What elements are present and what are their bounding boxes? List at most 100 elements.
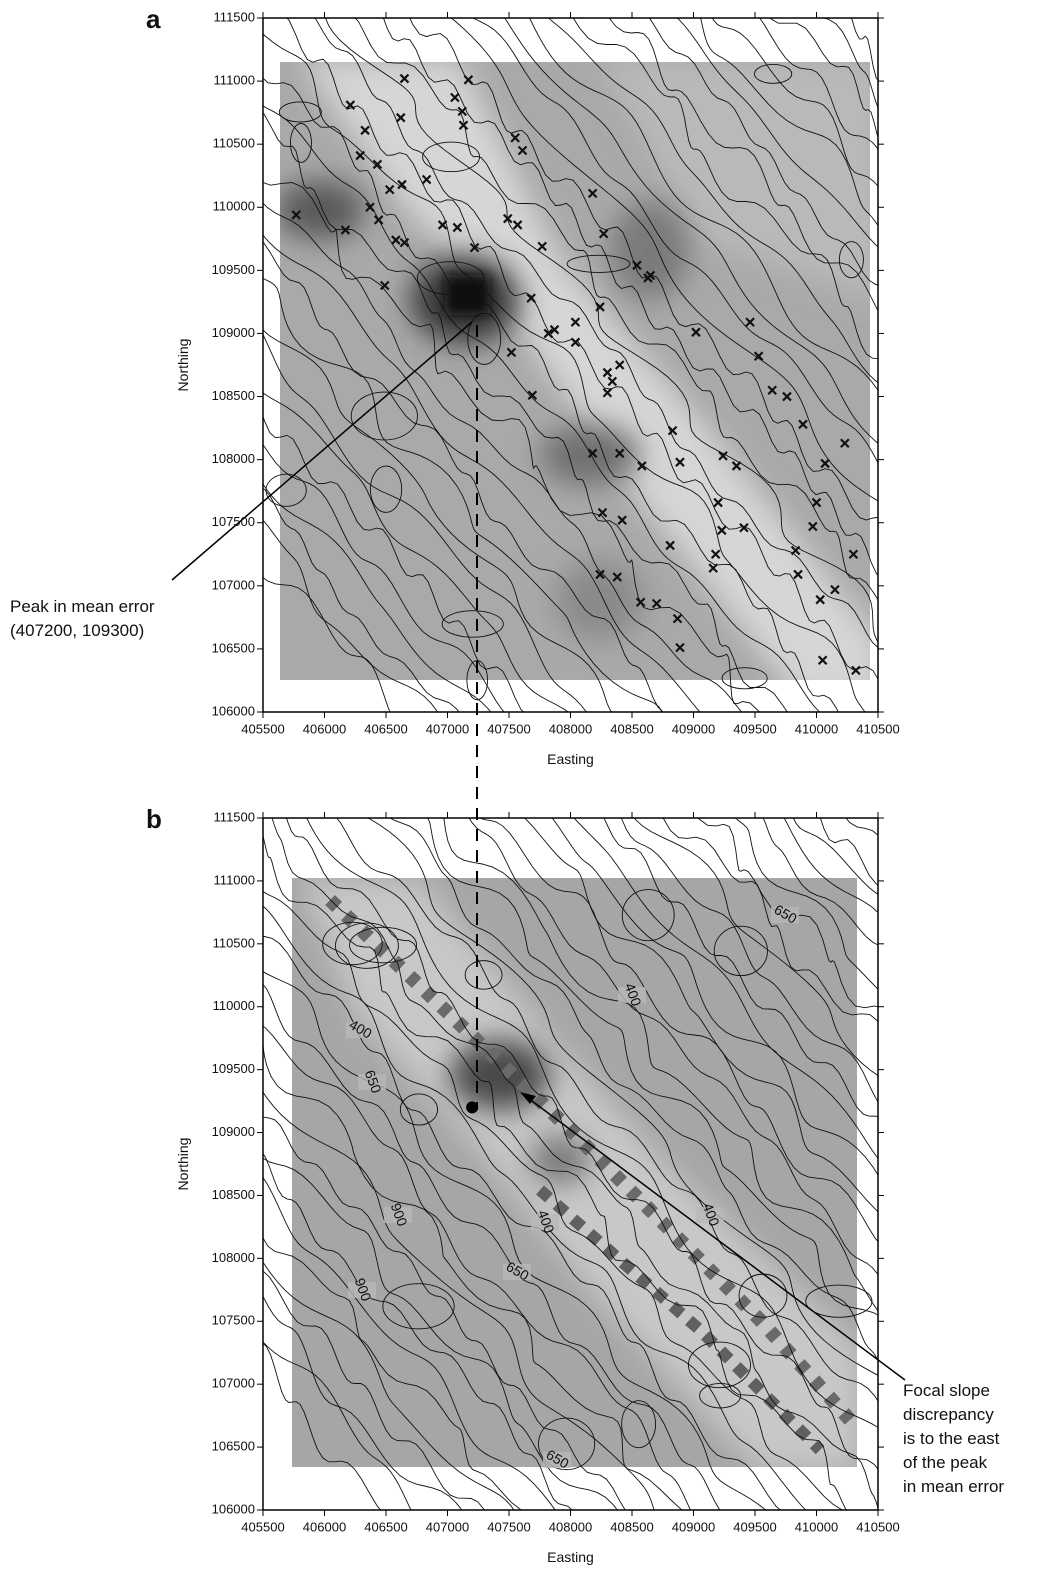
- contour-line: [700, 18, 878, 227]
- point-marker: [614, 448, 625, 459]
- x-tick-label: 409500: [733, 721, 776, 736]
- contour-line: [263, 1025, 691, 1510]
- contour-line: [263, 483, 492, 712]
- contour-line: [608, 18, 878, 312]
- x-tick-label: 409000: [672, 721, 715, 736]
- contour-line: [524, 818, 878, 1213]
- contour-line: [838, 241, 864, 279]
- arrow-head: [520, 1092, 536, 1104]
- contour-line: [263, 1157, 618, 1510]
- contour-line: [621, 889, 675, 942]
- contour-line: [322, 921, 383, 966]
- point-marker: [602, 367, 613, 378]
- point-marker: [421, 174, 432, 185]
- y-tick-label: 109000: [212, 325, 255, 340]
- point-marker: [527, 390, 538, 401]
- contour-label: 400: [535, 1208, 558, 1236]
- point-marker: [790, 545, 801, 556]
- contour-line: [263, 1237, 523, 1510]
- contour-line: [759, 18, 878, 150]
- annotation: in mean error: [903, 1477, 1004, 1496]
- point-marker: [549, 324, 560, 335]
- y-tick-label: 106500: [212, 1439, 255, 1454]
- contour-label-bg: [771, 907, 799, 923]
- contour-label-bg: [531, 1214, 559, 1230]
- point-marker: [830, 584, 840, 595]
- annotation: Peak in mean error: [10, 597, 155, 616]
- point-marker: [718, 451, 728, 461]
- point-marker: [587, 188, 598, 199]
- contour-line: [699, 1383, 742, 1409]
- point-marker: [466, 1101, 479, 1114]
- point-marker: [399, 73, 410, 84]
- contour-line: [464, 960, 503, 990]
- x-tick-label: 405500: [241, 1519, 284, 1534]
- contour-line: [286, 818, 878, 1470]
- point-marker: [457, 106, 468, 117]
- point-marker: [340, 225, 351, 235]
- contour-line: [263, 488, 460, 712]
- point-marker: [345, 100, 356, 110]
- point-marker: [458, 120, 469, 131]
- contour-line: [783, 818, 878, 914]
- x-tick-label: 409500: [733, 1519, 776, 1534]
- contour-line: [263, 112, 788, 712]
- contour-line: [974, 0, 1043, 751]
- contour-line: [263, 202, 743, 712]
- point-marker: [708, 563, 718, 573]
- annotation-leader: [171, 321, 473, 581]
- contours: [263, 0, 1043, 759]
- contour-line: [263, 1261, 515, 1510]
- x-tick-label: 406000: [303, 721, 346, 736]
- point-marker: [437, 220, 448, 230]
- contour-line: [369, 465, 403, 513]
- contour-label-bg: [346, 1022, 374, 1038]
- contour-line: [416, 261, 485, 295]
- contour-line: [648, 18, 878, 286]
- contour-line: [887, 0, 1043, 746]
- point-marker: [391, 235, 401, 245]
- y-tick-label: 109500: [212, 1061, 255, 1076]
- y-tick-label: 110000: [213, 199, 255, 214]
- contours: [263, 818, 878, 1510]
- x-tick-label: 405500: [241, 721, 284, 736]
- contour-line: [263, 1116, 626, 1510]
- contour-line: [263, 905, 807, 1510]
- point-marker: [672, 613, 683, 624]
- discrepancy-surface: [292, 878, 857, 1467]
- contour-line: [734, 818, 878, 990]
- point-marker: [570, 317, 581, 327]
- contour-line: [687, 1341, 751, 1389]
- y-tick-label: 111500: [214, 809, 255, 824]
- point-marker: [607, 376, 618, 387]
- contour-line: [1008, 0, 1043, 759]
- point-marker: [526, 293, 536, 303]
- point-marker: [506, 347, 517, 358]
- contour-line: [263, 77, 839, 712]
- point-marker: [463, 75, 474, 85]
- point-marker: [595, 569, 605, 580]
- contour-line: [354, 18, 878, 601]
- point-marker: [675, 457, 685, 467]
- contour-line: [389, 818, 878, 1362]
- contour-line: [263, 277, 663, 712]
- contour-line: [263, 329, 613, 712]
- contour-label-bg: [348, 1282, 376, 1298]
- point-marker: [452, 222, 463, 233]
- point-marker: [717, 525, 727, 536]
- contour-line: [265, 473, 307, 507]
- contour-line: [711, 18, 878, 187]
- contour-line: [872, 0, 1043, 747]
- contour-line: [271, 818, 878, 1510]
- point-marker: [635, 597, 646, 607]
- point-marker: [602, 387, 613, 398]
- contour-line: [263, 234, 701, 712]
- point-marker: [637, 461, 647, 471]
- contour-line: [263, 181, 760, 712]
- contour-line: [263, 1341, 412, 1510]
- contour-line: [335, 922, 399, 969]
- point-marker: [665, 540, 675, 551]
- y-tick-label: 107500: [212, 1313, 255, 1328]
- point-marker: [291, 210, 301, 220]
- point-marker: [753, 351, 764, 361]
